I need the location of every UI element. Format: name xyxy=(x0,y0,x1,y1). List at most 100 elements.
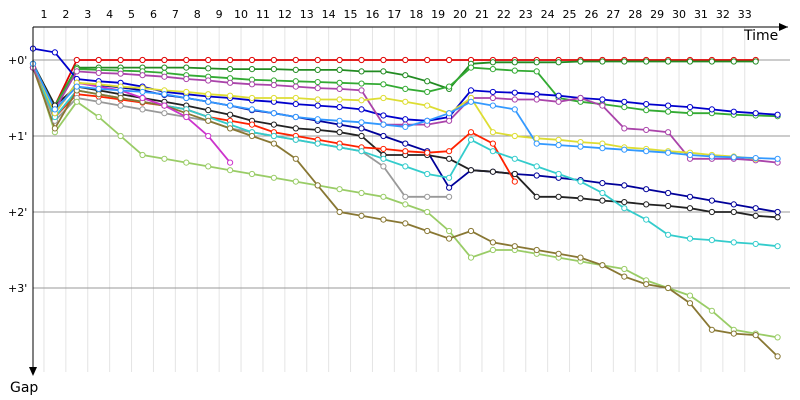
data-point xyxy=(183,56,190,64)
data-point xyxy=(511,89,518,96)
data-point xyxy=(489,59,496,66)
data-point xyxy=(336,129,343,136)
x-tick-label: 13 xyxy=(300,8,314,21)
data-point xyxy=(227,79,234,86)
data-point xyxy=(533,246,540,254)
x-tick-label: 20 xyxy=(453,8,467,21)
data-point xyxy=(117,102,124,109)
data-point xyxy=(665,284,672,292)
data-point xyxy=(643,58,650,65)
data-point xyxy=(643,148,650,155)
data-point xyxy=(336,208,343,216)
data-point xyxy=(467,129,475,136)
data-point xyxy=(292,83,299,90)
data-point xyxy=(621,182,628,189)
data-point xyxy=(533,135,540,142)
data-point xyxy=(205,107,212,114)
data-point xyxy=(227,92,234,99)
data-point xyxy=(511,106,518,113)
x-tick-label: 5 xyxy=(128,8,135,21)
data-point xyxy=(643,281,650,288)
data-point xyxy=(402,98,409,105)
data-point xyxy=(446,155,453,162)
data-point xyxy=(314,85,321,92)
data-point xyxy=(161,102,168,109)
data-point xyxy=(424,193,431,200)
data-point xyxy=(336,186,343,193)
data-point xyxy=(446,83,453,90)
data-point xyxy=(380,132,387,140)
data-point xyxy=(621,98,628,105)
data-point xyxy=(183,64,190,71)
data-point xyxy=(248,170,256,178)
data-point xyxy=(248,66,256,73)
data-point xyxy=(467,167,475,174)
data-point xyxy=(161,64,168,71)
data-point xyxy=(730,154,737,161)
data-point xyxy=(314,66,321,73)
data-point xyxy=(511,170,518,178)
data-point xyxy=(599,262,606,269)
data-point xyxy=(665,58,672,65)
x-tick-label: 16 xyxy=(365,8,379,21)
data-point xyxy=(73,83,80,90)
data-point xyxy=(752,58,759,65)
data-point xyxy=(292,94,299,102)
data-point xyxy=(380,145,387,153)
data-point xyxy=(314,182,321,189)
data-point xyxy=(643,126,650,134)
y-tick-label: +0' xyxy=(8,54,27,67)
data-point xyxy=(183,113,190,121)
data-point xyxy=(621,273,628,280)
data-point xyxy=(139,94,146,102)
data-point xyxy=(402,220,409,227)
data-point xyxy=(380,155,387,162)
x-tick-label: 14 xyxy=(322,8,336,21)
data-point xyxy=(73,68,80,75)
data-point xyxy=(467,136,475,143)
data-point xyxy=(489,66,496,73)
data-point xyxy=(292,66,299,73)
data-point xyxy=(643,186,650,193)
data-point xyxy=(117,94,124,102)
data-point xyxy=(402,201,409,208)
x-tick-label: 22 xyxy=(497,8,511,21)
data-point xyxy=(774,334,781,341)
data-point xyxy=(555,92,562,99)
data-point xyxy=(511,178,518,185)
grid xyxy=(33,27,790,372)
data-point xyxy=(599,96,606,103)
data-point xyxy=(336,117,343,124)
data-point xyxy=(248,94,256,102)
data-point xyxy=(358,132,365,140)
data-point xyxy=(643,100,650,108)
data-point xyxy=(205,91,212,98)
data-point xyxy=(467,227,475,235)
data-point xyxy=(358,68,365,75)
data-point xyxy=(227,125,234,132)
data-point xyxy=(599,102,606,109)
data-point xyxy=(533,68,540,75)
data-point xyxy=(730,108,737,115)
x-tick-label: 4 xyxy=(106,8,113,21)
x-tick-label: 15 xyxy=(344,8,358,21)
data-point xyxy=(402,148,409,155)
x-tick-label: 25 xyxy=(563,8,577,21)
data-point xyxy=(183,94,190,102)
x-tick-label: 29 xyxy=(650,8,664,21)
data-point xyxy=(533,96,540,103)
data-point xyxy=(577,58,584,65)
data-point xyxy=(599,58,606,65)
x-tick-label: 11 xyxy=(256,8,270,21)
data-point xyxy=(555,136,562,143)
data-point xyxy=(730,58,737,65)
data-point xyxy=(730,239,737,246)
y-axis-arrow xyxy=(29,367,37,376)
data-point xyxy=(402,72,409,79)
data-point xyxy=(205,132,212,140)
data-point xyxy=(533,91,540,98)
data-point xyxy=(51,125,59,132)
x-tick-label: 8 xyxy=(194,8,201,21)
